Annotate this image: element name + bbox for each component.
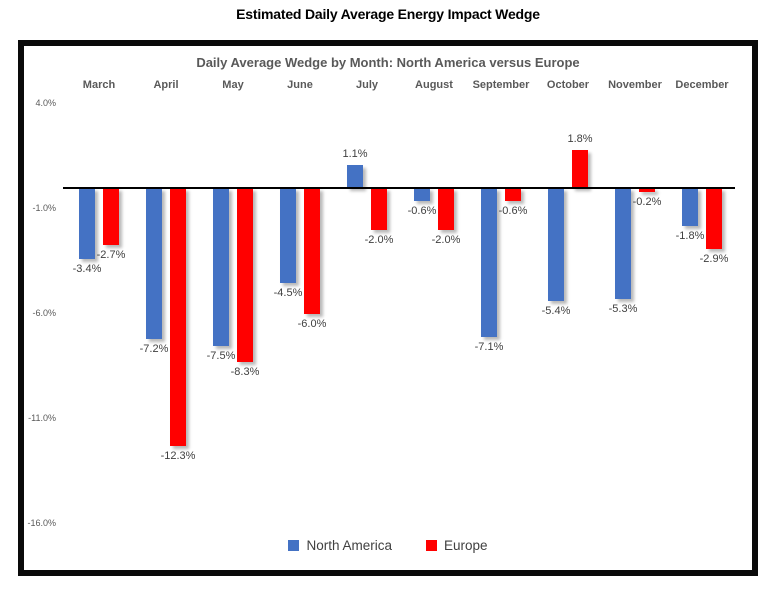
data-label-europe-october: 1.8% [567,133,593,145]
data-label-europe-july: -2.0% [364,234,394,246]
legend-item-north-america: North America [288,538,392,553]
chart-title: Daily Average Wedge by Month: North Amer… [196,55,580,70]
legend: North America Europe [24,538,752,553]
legend-label-europe: Europe [443,538,488,553]
data-label-north-america-june: -4.5% [273,287,303,299]
x-axis-label-april: April [153,79,179,91]
bar-north-america-june [280,188,296,283]
page-title: Estimated Daily Average Energy Impact We… [236,6,540,22]
bar-north-america-may [213,188,229,346]
x-axis-label-june: June [287,79,313,91]
bar-europe-april [170,188,186,446]
bar-europe-september [505,188,521,201]
data-label-europe-may: -8.3% [230,366,260,378]
bar-europe-august [438,188,454,230]
bar-north-america-december [682,188,698,226]
data-label-europe-march: -2.7% [96,249,126,261]
bar-europe-december [706,188,722,249]
bar-europe-may [237,188,253,362]
legend-item-europe: Europe [425,538,488,553]
y-tick--1-0-: -1.0% [32,203,56,213]
data-label-north-america-december: -1.8% [675,230,705,242]
bar-north-america-september [481,188,497,337]
data-label-europe-november: -0.2% [632,196,662,208]
x-axis-label-november: November [608,79,662,91]
plot-area: Daily Average Wedge by Month: North Amer… [24,46,752,570]
zero-axis-line [63,187,735,189]
bar-europe-march [103,188,119,245]
data-label-north-america-april: -7.2% [139,343,169,355]
x-axis-label-august: August [415,79,453,91]
x-axis-label-july: July [355,79,378,91]
bar-north-america-march [79,188,95,259]
x-axis-label-october: October [546,79,590,91]
data-label-north-america-august: -0.6% [407,205,437,217]
legend-label-north-america: North America [306,538,392,553]
bar-north-america-april [146,188,162,339]
bar-north-america-august [414,188,430,201]
europe-swatch-icon [425,540,437,551]
bar-north-america-october [548,188,564,301]
bar-europe-november [639,188,655,192]
x-axis-label-may: May [222,79,244,91]
bar-north-america-november [615,188,631,299]
bar-europe-july [371,188,387,230]
data-label-europe-september: -0.6% [498,205,528,217]
bar-europe-october [572,150,588,188]
y-tick-4-0-: 4.0% [35,98,56,108]
data-label-north-america-october: -5.4% [541,305,571,317]
data-label-north-america-march: -3.4% [72,263,102,275]
data-label-europe-june: -6.0% [297,318,327,330]
data-label-north-america-july: 1.1% [342,148,368,160]
north-america-swatch-icon [288,540,300,551]
y-tick--16-0-: -16.0% [27,518,56,528]
data-label-north-america-september: -7.1% [474,341,504,353]
data-label-north-america-may: -7.5% [206,350,236,362]
y-tick--11-0-: -11.0% [28,413,56,423]
data-label-europe-april: -12.3% [160,450,196,462]
data-label-north-america-november: -5.3% [608,303,638,315]
data-label-europe-december: -2.9% [699,253,729,265]
y-tick--6-0-: -6.0% [32,308,56,318]
x-axis-label-september: September [472,79,530,91]
bar-north-america-july [347,165,363,188]
x-axis-label-march: March [82,79,116,91]
chart-frame: Daily Average Wedge by Month: North Amer… [18,40,758,576]
x-axis-label-december: December [675,79,729,91]
bar-europe-june [304,188,320,314]
data-label-europe-august: -2.0% [431,234,461,246]
